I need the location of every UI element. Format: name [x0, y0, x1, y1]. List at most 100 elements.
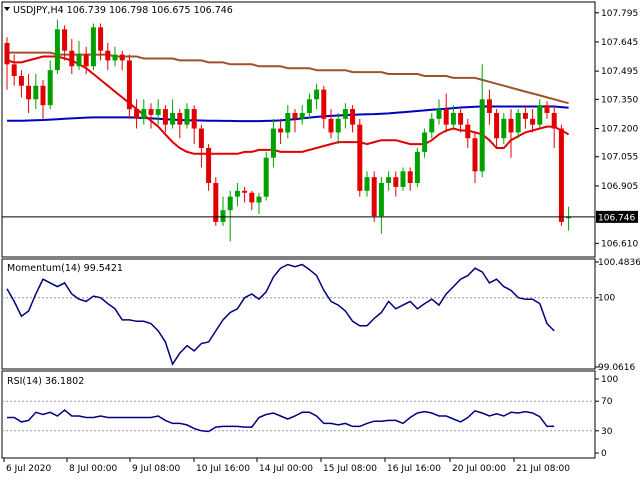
candle-body [26, 85, 32, 100]
candle-body [321, 89, 327, 119]
current-price-box [596, 210, 638, 223]
price-tick-label: 107.350 [601, 95, 638, 105]
momentum-line [6, 263, 555, 366]
candle-body [256, 196, 262, 203]
candle-body [393, 177, 399, 187]
candle-body [126, 60, 132, 110]
time-tick-label: 14 Jul 00:00 [259, 464, 313, 474]
price-tick-label: 107.200 [601, 125, 638, 135]
candle-body [40, 85, 46, 106]
candle-body [335, 118, 341, 133]
price-tick-label: 106.610 [601, 239, 638, 249]
candle-body [429, 118, 435, 133]
candle-body [479, 99, 485, 172]
rsi-tick-label: 70 [601, 397, 613, 407]
candle-body [278, 128, 284, 133]
chart-title: USDJPY,H4 106.739 106.798 106.675 106.74… [13, 5, 233, 16]
candle-body [105, 50, 111, 61]
time-tick-label: 16 Jul 16:00 [387, 464, 441, 474]
candlesticks [4, 19, 572, 242]
rsi-tick-label: 0 [601, 449, 607, 459]
momentum-indicator: 100.4836 100 99.0616 [2, 258, 640, 373]
candle-body [69, 50, 75, 67]
candle-body [4, 42, 10, 65]
rsi-line [7, 409, 555, 433]
candle-body [141, 109, 147, 119]
candle-body [242, 190, 248, 193]
candle-body [501, 118, 507, 139]
candle-body [371, 177, 377, 217]
candle-body [472, 138, 478, 172]
time-tick-label: 20 Jul 00:00 [452, 464, 506, 474]
price-tick-label: 107.795 [601, 9, 638, 19]
candle-body [407, 171, 413, 184]
candle-body [558, 128, 564, 222]
candle-body [537, 105, 543, 125]
time-tick-label: 9 Jul 08:00 [132, 464, 181, 474]
momentum-title: Momentum(14) 99.5421 [7, 263, 123, 274]
momentum-tick-label: 99.0616 [598, 363, 635, 373]
candle-body [378, 183, 384, 217]
rsi-tick-label: 30 [601, 427, 613, 437]
candle-body [436, 109, 442, 119]
momentum-panel-frame [1, 258, 596, 370]
rsi-title: RSI(14) 36.1802 [7, 376, 84, 387]
candle-body [162, 109, 168, 125]
candle-body [494, 112, 500, 139]
candle-body [98, 27, 104, 51]
candle-body [206, 147, 212, 184]
candle-body [249, 192, 255, 203]
candle-body [342, 109, 348, 119]
current-price-label: 106.746 [598, 213, 635, 223]
candle-body [364, 177, 370, 191]
candle-body [285, 112, 291, 133]
chart-title-group: USDJPY,H4 106.739 106.798 106.675 106.74… [4, 5, 233, 16]
price-panel-frame [1, 1, 596, 258]
rsi-tick-label: 100 [601, 375, 618, 385]
candle-body [551, 112, 557, 129]
candle-body [270, 128, 276, 158]
candle-body [515, 112, 521, 133]
candle-body [148, 109, 154, 115]
momentum-tick-label: 100.4836 [598, 258, 640, 268]
candle-body [83, 54, 89, 67]
candle-body [33, 85, 39, 100]
candle-body [443, 109, 449, 125]
candle-body [386, 177, 392, 184]
candle-body [198, 128, 204, 148]
candle-body [18, 75, 24, 86]
candle-body [314, 89, 320, 100]
candle-body [227, 196, 233, 211]
candle-body [263, 157, 269, 197]
time-tick-label: 15 Jul 08:00 [323, 464, 377, 474]
candle-body [292, 112, 298, 119]
candle-body [76, 54, 82, 67]
rsi-panel-frame [1, 370, 596, 459]
price-axis: 107.795 107.645 107.495 107.350 107.200 107.0… [2, 9, 638, 249]
candle-body [350, 109, 356, 125]
collapse-triangle-icon[interactable] [4, 7, 10, 11]
candle-body [177, 112, 183, 125]
candle-body [54, 29, 60, 71]
candle-body [458, 112, 464, 125]
candle-body [486, 99, 492, 113]
candle-body [62, 29, 68, 51]
candle-body [191, 109, 197, 129]
price-tick-label: 106.905 [601, 182, 638, 192]
candle-body [357, 124, 363, 191]
time-tick-label: 10 Jul 16:00 [196, 464, 250, 474]
candle-body [155, 109, 161, 115]
price-tick-label: 107.495 [601, 67, 638, 77]
candle-body [220, 210, 226, 222]
candle-body [170, 112, 176, 125]
candle-body [414, 151, 420, 184]
time-tick-label: 6 Jul 2020 [6, 464, 51, 474]
candle-body [234, 190, 240, 197]
candle-body [299, 112, 305, 119]
rsi-indicator: 100 70 30 0 [2, 375, 618, 459]
candle-body [508, 118, 514, 133]
candle-body [47, 70, 53, 106]
candle-body [306, 99, 312, 113]
candle-body [213, 183, 219, 222]
